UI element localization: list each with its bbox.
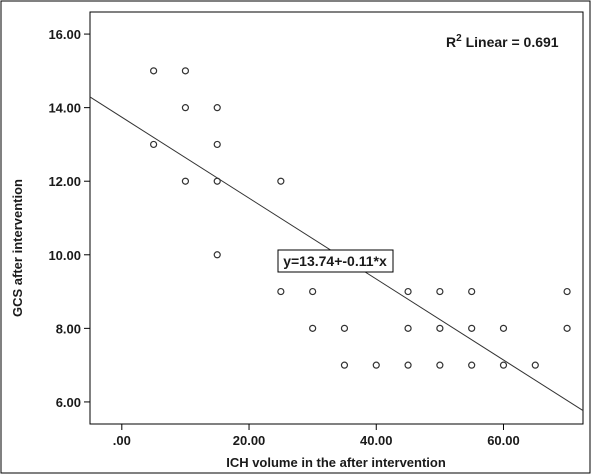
data-point	[309, 324, 317, 332]
r2-label: R2 Linear = 0.691	[446, 33, 559, 50]
y-axis-title: GCS after intervention	[10, 179, 25, 317]
y-tick-label: 8.00	[56, 321, 81, 336]
y-tick-label: 14.00	[48, 101, 81, 116]
data-point	[436, 287, 444, 296]
data-point	[468, 287, 476, 296]
y-tick-label: 6.00	[56, 395, 81, 410]
x-axis: .00 20.00 40.00 60.00	[113, 424, 520, 448]
data-point	[563, 287, 571, 296]
data-point	[340, 361, 349, 369]
equation-box: y=13.74+-0.11*x	[277, 249, 394, 273]
y-tick-label: 16.00	[48, 27, 81, 42]
data-point	[181, 177, 190, 185]
data-point	[468, 361, 476, 369]
data-point	[531, 361, 539, 369]
data-point	[563, 324, 571, 332]
data-point	[499, 361, 508, 369]
equation-label: y=13.74+-0.11*x	[283, 253, 387, 269]
data-point	[468, 324, 476, 332]
data-point	[372, 361, 380, 369]
data-point	[150, 67, 158, 75]
data-point	[404, 324, 412, 332]
x-axis-title: ICH volume in the after intervention	[226, 455, 446, 470]
data-point	[213, 104, 221, 112]
data-point	[277, 177, 285, 185]
x-tick-label: 60.00	[487, 433, 520, 448]
x-tick-label: .00	[113, 433, 131, 448]
data-point	[404, 287, 412, 296]
x-tick-label: 20.00	[233, 433, 266, 448]
plot-area	[89, 11, 584, 425]
data-point	[181, 104, 190, 112]
data-point	[150, 140, 158, 149]
data-point	[436, 324, 444, 332]
data-point	[309, 287, 317, 296]
data-point	[340, 324, 349, 332]
data-point	[277, 287, 285, 296]
data-point	[181, 67, 190, 75]
x-tick-label: 40.00	[360, 433, 393, 448]
data-point	[213, 251, 221, 259]
y-tick-label: 12.00	[48, 174, 81, 189]
data-point	[404, 361, 412, 369]
data-point	[213, 177, 221, 185]
y-tick-label: 10.00	[48, 248, 81, 263]
y-axis: 6.00 8.00 10.00 12.00 14.00 16.00	[48, 27, 90, 410]
data-point	[436, 361, 444, 369]
points-layer	[150, 67, 571, 369]
data-point	[213, 140, 221, 149]
data-point	[499, 324, 508, 332]
